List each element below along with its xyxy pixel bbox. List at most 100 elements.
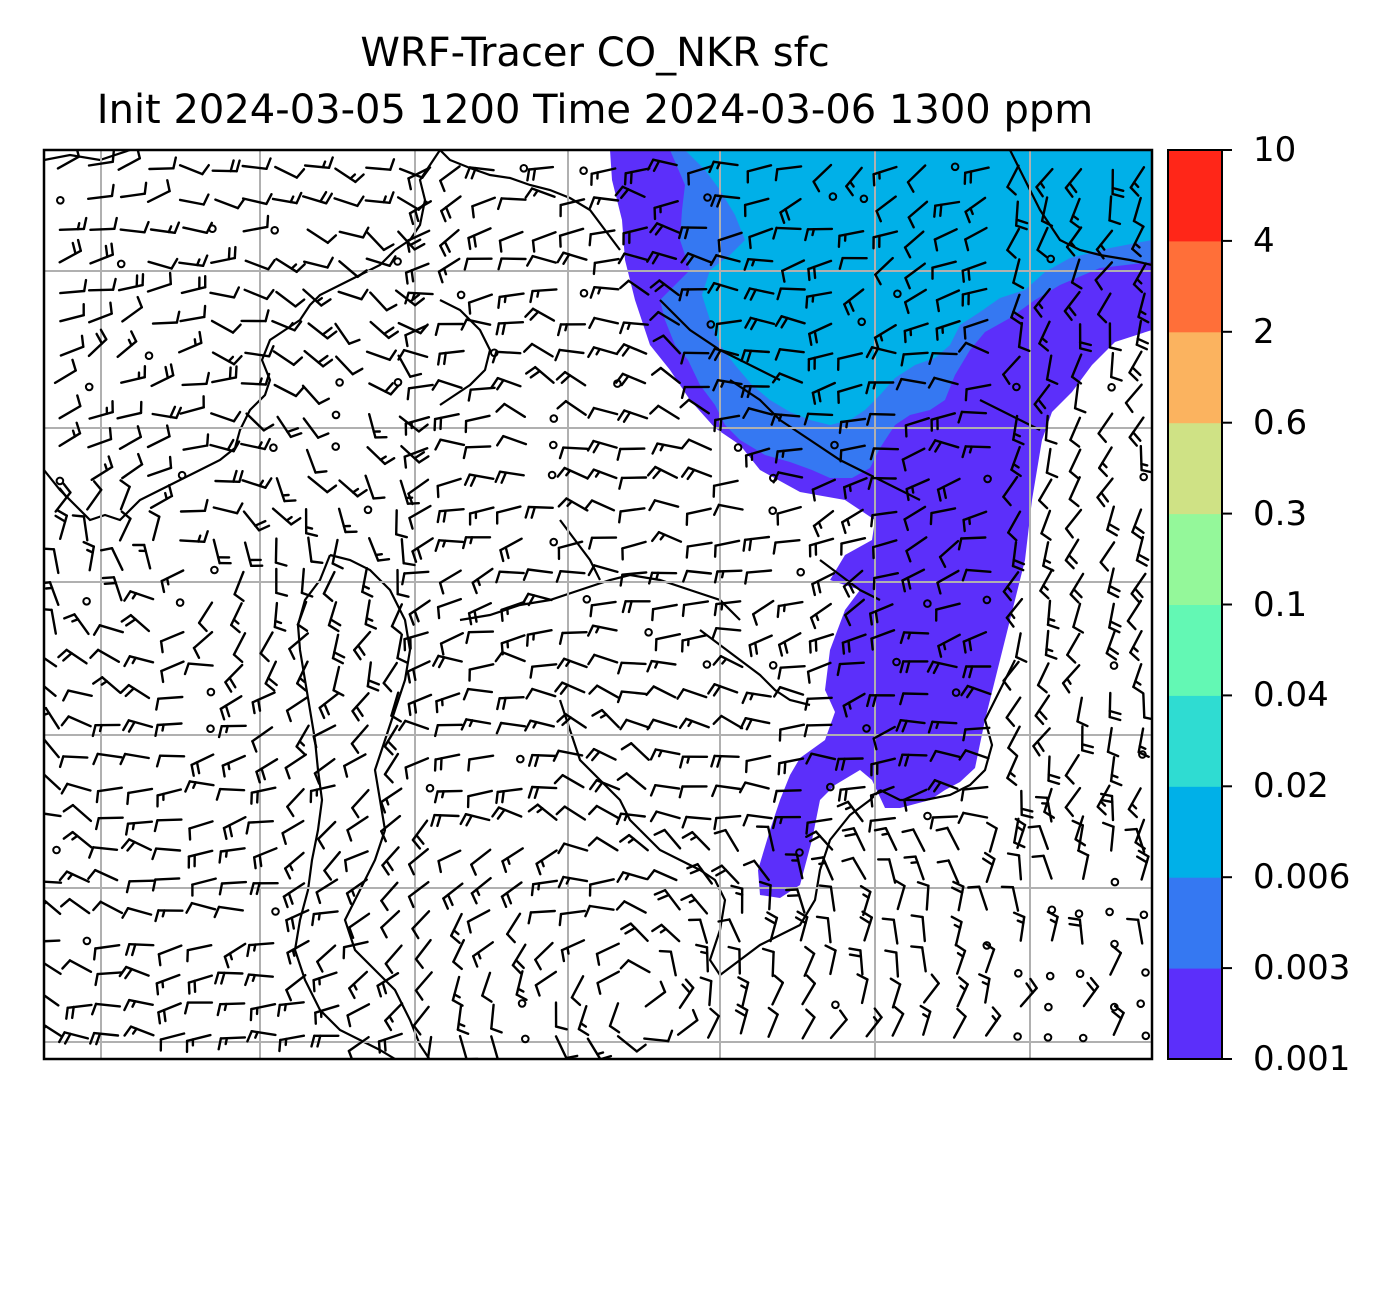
wind-barb — [961, 445, 991, 459]
wind-barb — [898, 753, 928, 767]
wind-barb — [961, 287, 988, 307]
wind-barb — [1014, 817, 1027, 849]
wind-barb — [242, 510, 271, 532]
wind-barb — [587, 836, 619, 852]
wind-barb — [1064, 167, 1083, 198]
wind-barb — [648, 499, 680, 512]
wind-barb — [244, 345, 275, 358]
wind-barb — [587, 346, 619, 359]
wind-barb — [771, 372, 804, 384]
wind-barb — [240, 309, 270, 323]
wind-barb — [117, 273, 145, 292]
wind-barb — [185, 1033, 212, 1054]
colorbar-segment — [1168, 877, 1222, 969]
wind-barb — [464, 166, 495, 180]
wind-barb — [240, 437, 271, 451]
wind-barb — [1124, 383, 1143, 414]
wind-barb — [222, 816, 247, 840]
wind-barb — [616, 1035, 647, 1053]
wind-barb — [772, 226, 802, 240]
wind-barb — [380, 814, 402, 843]
wind-barb — [933, 200, 961, 218]
calm-wind-marker — [1074, 909, 1084, 919]
calm-wind-marker — [828, 192, 838, 201]
wind-barb — [246, 942, 275, 958]
calm-wind-marker — [768, 506, 778, 516]
wind-barb — [619, 718, 651, 731]
wind-barb — [676, 688, 708, 700]
calm-wind-marker — [1045, 971, 1055, 981]
calm-wind-marker — [206, 724, 215, 734]
wind-barb — [1044, 629, 1058, 660]
wind-barb — [1069, 572, 1085, 604]
wind-barb — [316, 944, 337, 973]
wind-barb — [843, 288, 865, 316]
wind-barb — [337, 507, 358, 534]
wind-barb — [515, 970, 528, 1001]
calm-wind-marker — [1139, 472, 1148, 482]
wind-barb — [1007, 510, 1022, 542]
wind-barb — [273, 383, 305, 398]
wind-barb — [905, 536, 928, 563]
wind-barb — [500, 600, 526, 622]
wind-barb — [1070, 258, 1083, 290]
wind-barb — [434, 539, 465, 552]
wind-barb — [906, 164, 927, 193]
wind-barb — [774, 447, 803, 464]
wind-barb — [805, 291, 833, 309]
wind-barb — [556, 713, 587, 729]
wind-barb — [368, 537, 391, 562]
wind-barb — [679, 398, 710, 415]
wind-barb — [187, 849, 214, 869]
wind-barb — [922, 973, 940, 1004]
wind-barb — [146, 179, 171, 204]
wind-barb — [841, 508, 864, 535]
wind-barb — [1111, 168, 1125, 199]
wind-barb — [380, 787, 403, 814]
wind-barb — [381, 846, 400, 876]
wind-barb — [1036, 226, 1049, 258]
wind-barb — [584, 904, 615, 918]
wind-barb — [529, 288, 558, 304]
wind-barb — [62, 689, 93, 702]
wind-barb — [646, 659, 677, 673]
wind-barb — [1070, 353, 1083, 385]
wind-barb — [678, 978, 695, 1009]
wind-barb — [745, 754, 772, 774]
wind-barb — [1010, 445, 1022, 478]
wind-barb — [285, 696, 309, 723]
wind-barb — [314, 1004, 340, 1025]
wind-barb — [377, 1032, 403, 1054]
wind-barb — [651, 923, 681, 943]
colorbar-tick-label: 0.6 — [1253, 402, 1308, 443]
wind-barb — [288, 632, 309, 660]
wind-barb — [1097, 412, 1114, 443]
wind-barb — [758, 880, 772, 911]
wind-barb — [58, 394, 82, 420]
wind-barb — [873, 324, 897, 350]
wind-barb — [91, 723, 121, 738]
wind-barb — [859, 885, 872, 917]
wind-barb — [481, 971, 493, 1003]
wind-barb — [1040, 196, 1054, 228]
wind-barb — [264, 660, 278, 692]
wind-barb — [463, 473, 495, 487]
wind-barb — [712, 655, 744, 669]
colorbar-segment — [1168, 422, 1222, 515]
wind-barb — [131, 543, 152, 570]
wind-barb — [309, 784, 336, 804]
wind-barb — [957, 410, 988, 424]
wind-barb — [616, 772, 647, 790]
colorbar-tick-label: 10 — [1253, 130, 1297, 170]
wind-barb — [527, 909, 556, 925]
wind-barb — [214, 197, 246, 210]
wind-barb — [712, 479, 739, 498]
wind-barb — [285, 909, 310, 933]
wind-barb — [398, 167, 431, 179]
wind-barb — [1006, 164, 1020, 196]
wind-barb — [617, 409, 649, 423]
wind-barb — [123, 590, 155, 602]
wind-barb — [586, 468, 618, 480]
wind-barb — [935, 289, 961, 313]
